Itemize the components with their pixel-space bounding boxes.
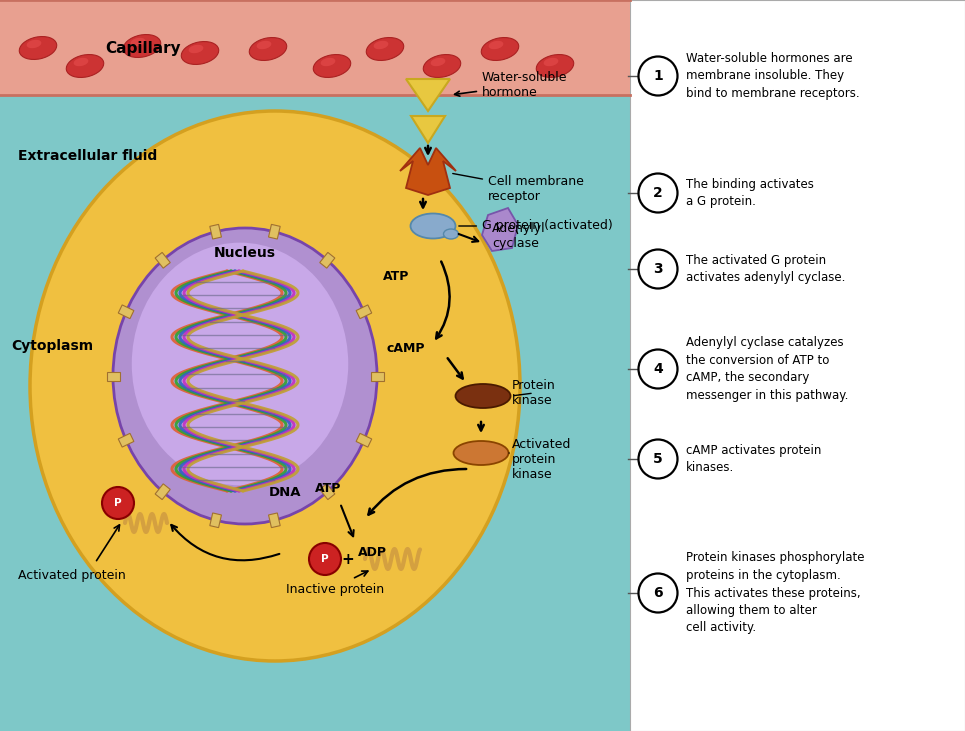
Ellipse shape (19, 37, 57, 59)
Polygon shape (411, 116, 445, 143)
Circle shape (639, 349, 677, 388)
Ellipse shape (257, 41, 271, 49)
Text: cAMP activates protein
kinases.: cAMP activates protein kinases. (686, 444, 821, 474)
Ellipse shape (320, 58, 336, 67)
Bar (209, 224, 221, 239)
Circle shape (639, 439, 677, 479)
Bar (356, 305, 372, 319)
Text: DNA: DNA (268, 485, 301, 499)
Ellipse shape (444, 229, 458, 239)
Ellipse shape (249, 37, 287, 61)
Ellipse shape (124, 34, 161, 58)
Bar (0, 0, 630, 95)
Text: Inactive protein: Inactive protein (286, 583, 384, 596)
Text: 4: 4 (653, 362, 663, 376)
Bar (268, 513, 280, 528)
Ellipse shape (30, 111, 520, 661)
Text: The activated G protein
activates adenylyl cyclase.: The activated G protein activates adenyl… (686, 254, 845, 284)
Text: cAMP: cAMP (387, 343, 426, 355)
Ellipse shape (113, 228, 377, 524)
Bar (106, 371, 120, 381)
Text: Adenylyl cyclase catalyzes
the conversion of ATP to
cAMP, the secondary
messenge: Adenylyl cyclase catalyzes the conversio… (686, 336, 848, 402)
Ellipse shape (537, 55, 574, 77)
Text: Capillary: Capillary (105, 42, 180, 56)
Text: 5: 5 (653, 452, 663, 466)
Polygon shape (482, 208, 518, 251)
Text: Nucleus: Nucleus (214, 246, 276, 260)
Ellipse shape (543, 58, 559, 67)
Text: ATP: ATP (315, 482, 342, 496)
Text: Cell membrane
receptor: Cell membrane receptor (453, 173, 584, 203)
Text: Extracellular fluid: Extracellular fluid (18, 149, 157, 163)
Text: P: P (114, 498, 122, 508)
Bar (371, 371, 383, 381)
Circle shape (639, 173, 677, 213)
Ellipse shape (373, 41, 388, 49)
Text: 1: 1 (653, 69, 663, 83)
Bar (319, 252, 335, 268)
Text: Water-soluble hormones are
membrane insoluble. They
bind to membrane receptors.: Water-soluble hormones are membrane inso… (686, 52, 860, 100)
Text: 6: 6 (653, 586, 663, 600)
Text: Cytoplasm: Cytoplasm (11, 339, 93, 353)
Text: +: + (342, 551, 354, 567)
Ellipse shape (181, 42, 219, 64)
Circle shape (102, 487, 134, 519)
Ellipse shape (67, 55, 103, 77)
Ellipse shape (73, 58, 89, 67)
Text: 2: 2 (653, 186, 663, 200)
Bar (268, 224, 280, 239)
Text: 3: 3 (653, 262, 663, 276)
Text: Protein
kinase: Protein kinase (512, 379, 556, 407)
Text: Protein kinases phosphorylate
proteins in the cytoplasm.
This activates these pr: Protein kinases phosphorylate proteins i… (686, 551, 865, 635)
Ellipse shape (132, 243, 348, 485)
Text: Activated protein: Activated protein (18, 569, 125, 583)
Bar (155, 484, 170, 499)
Bar (209, 513, 221, 528)
Circle shape (639, 574, 677, 613)
Text: ATP: ATP (383, 270, 409, 282)
Text: ADP: ADP (357, 547, 387, 559)
Ellipse shape (488, 41, 504, 49)
Text: The binding activates
a G protein.: The binding activates a G protein. (686, 178, 813, 208)
Bar (0, 0, 630, 731)
Text: Adenylyl
cyclase: Adenylyl cyclase (492, 222, 545, 250)
Circle shape (309, 543, 341, 575)
Ellipse shape (314, 55, 350, 77)
Polygon shape (406, 79, 450, 111)
Ellipse shape (482, 37, 519, 61)
Text: G protein (activated): G protein (activated) (458, 219, 613, 232)
Ellipse shape (455, 384, 510, 408)
Text: Water-soluble
hormone: Water-soluble hormone (455, 71, 567, 99)
Ellipse shape (430, 58, 446, 67)
Ellipse shape (454, 441, 509, 465)
Bar (119, 305, 134, 319)
Circle shape (639, 56, 677, 96)
Bar (319, 484, 335, 499)
Bar (155, 252, 170, 268)
Ellipse shape (410, 213, 455, 238)
Polygon shape (400, 148, 456, 195)
Ellipse shape (188, 45, 204, 53)
Circle shape (639, 249, 677, 289)
Ellipse shape (424, 55, 460, 77)
Bar (356, 433, 372, 447)
Bar (630, 0, 965, 731)
Ellipse shape (27, 39, 41, 48)
Bar (119, 433, 134, 447)
Text: P: P (321, 554, 329, 564)
Ellipse shape (130, 38, 146, 46)
Ellipse shape (367, 37, 403, 61)
Text: Activated
protein
kinase: Activated protein kinase (509, 437, 571, 480)
